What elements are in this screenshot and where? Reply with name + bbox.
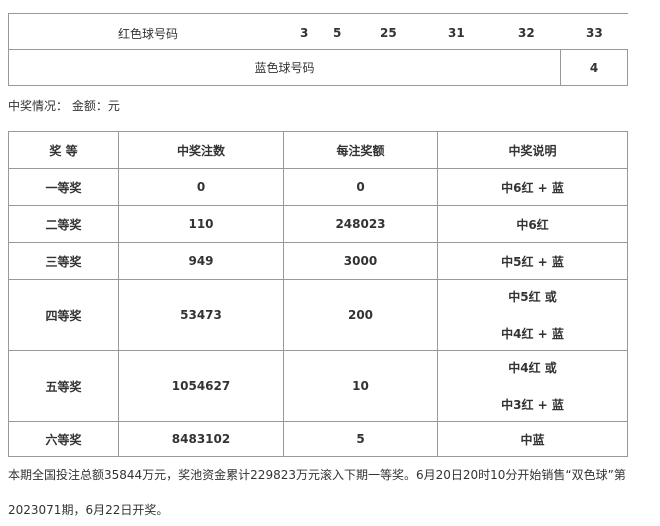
desc-line: 中5红 或 [508, 290, 557, 304]
cell-desc: 中4红 或中3红 + 蓝 [437, 350, 628, 422]
desc-line: 中6红 + 蓝 [501, 180, 564, 195]
cell-desc: 中5红 或中4红 + 蓝 [437, 279, 628, 351]
table-header: 奖 等 中奖注数 每注奖额 中奖说明 [8, 131, 628, 169]
cell-amount: 200 [283, 279, 438, 351]
cell-level: 三等奖 [8, 242, 119, 280]
cell-level: 一等奖 [8, 168, 119, 206]
footer-line-2: 2023071期，6月22日开奖。 [8, 503, 169, 517]
cell-level: 五等奖 [8, 350, 119, 422]
cell-amount: 5 [283, 421, 438, 457]
table-row: 五等奖 1054627 10 中4红 或中3红 + 蓝 [8, 350, 628, 422]
cell-count: 53473 [118, 279, 284, 351]
draw-numbers-table: 蓝色球号码 4 [8, 13, 628, 86]
desc-line: 中6红 [516, 217, 549, 232]
blue-ball-number: 4 [560, 49, 628, 86]
cell-count: 0 [118, 168, 284, 206]
red-ball-2: 5 [333, 26, 342, 40]
table-row: 四等奖 53473 200 中5红 或中4红 + 蓝 [8, 279, 628, 351]
red-ball-1: 3 [300, 26, 309, 40]
cell-level: 二等奖 [8, 205, 119, 243]
cell-count: 949 [118, 242, 284, 280]
cell-count: 8483102 [118, 421, 284, 457]
red-ball-label: 红色球号码 [118, 27, 179, 41]
desc-line: 中3红 + 蓝 [501, 398, 564, 412]
desc-line: 中4红 + 蓝 [501, 327, 564, 341]
desc-line: 中5红 + 蓝 [501, 254, 564, 269]
red-ball-5: 32 [518, 26, 535, 40]
table-row: 六等奖 8483102 5 中蓝 [8, 421, 628, 457]
blue-ball-label: 蓝色球号码 [8, 49, 561, 86]
cell-desc: 中6红 + 蓝 [437, 168, 628, 206]
summary-caption: 中奖情况： 金额：元 [8, 99, 120, 113]
cell-level: 六等奖 [8, 421, 119, 457]
header-amount: 每注奖额 [283, 131, 438, 169]
cell-desc: 中5红 + 蓝 [437, 242, 628, 280]
desc-line: 中蓝 [520, 432, 545, 447]
cell-amount: 3000 [283, 242, 438, 280]
header-level: 奖 等 [8, 131, 119, 169]
cell-desc: 中6红 [437, 205, 628, 243]
cell-amount: 248023 [283, 205, 438, 243]
cell-amount: 0 [283, 168, 438, 206]
cell-level: 四等奖 [8, 279, 119, 351]
red-ball-6: 33 [586, 26, 603, 40]
header-desc: 中奖说明 [437, 131, 628, 169]
red-ball-4: 31 [448, 26, 465, 40]
header-count: 中奖注数 [118, 131, 284, 169]
cell-desc: 中蓝 [437, 421, 628, 457]
table-row: 二等奖 110 248023 中6红 [8, 205, 628, 243]
table-row: 三等奖 949 3000 中5红 + 蓝 [8, 242, 628, 280]
cell-count: 110 [118, 205, 284, 243]
red-ball-3: 25 [380, 26, 397, 40]
desc-line: 中4红 或 [508, 361, 557, 375]
blue-ball-row: 蓝色球号码 4 [8, 49, 628, 86]
cell-amount: 10 [283, 350, 438, 422]
table-row: 一等奖 0 0 中6红 + 蓝 [8, 168, 628, 206]
prize-table: 奖 等 中奖注数 每注奖额 中奖说明 一等奖 0 0 中6红 + 蓝二等奖 110 248… [8, 131, 628, 457]
footer-line-1: 本期全国投注总额35844万元，奖池资金累计229823万元滚入下期一等奖。6月… [8, 468, 626, 482]
cell-count: 1054627 [118, 350, 284, 422]
